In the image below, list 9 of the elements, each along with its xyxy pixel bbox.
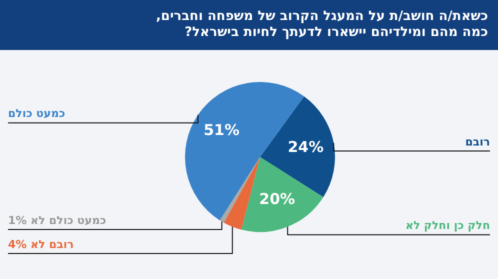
slice-label: רובם לא 4% xyxy=(8,238,74,251)
slice-label: כמעט כולם xyxy=(8,107,66,120)
data-label: 24% xyxy=(288,138,324,156)
slice-label: רובם xyxy=(465,135,490,148)
slice-label: חלק כן וחלק לא xyxy=(405,219,490,232)
slice-label: כמעט כולם לא 1% xyxy=(8,214,106,227)
data-label: 20% xyxy=(259,190,296,208)
chart-title: כשאת/ה חושב/ת על המעגל הקרוב של משפחה וחברים, כמה מהם ומילדיהם יישארו לדעתך לחיות בישראל? xyxy=(154,9,488,41)
data-label: 51% xyxy=(204,120,240,139)
